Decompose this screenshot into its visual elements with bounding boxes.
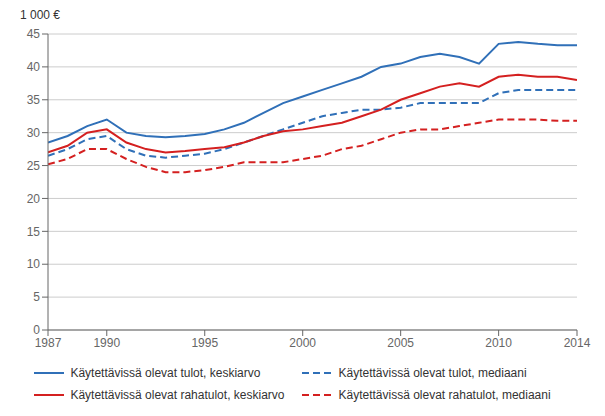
svg-text:1995: 1995 xyxy=(191,336,218,350)
html-text:Käytettävissä olevat rahatulot: Käytettävissä olevat rahatulot, mediaani xyxy=(338,388,551,402)
svg-text:2005: 2005 xyxy=(387,336,414,350)
svg-text:15: 15 xyxy=(27,225,41,239)
svg-text:20: 20 xyxy=(27,192,41,206)
html-text:Käytettävissä olevat tulot, me: Käytettävissä olevat tulot, mediaani xyxy=(338,366,527,380)
html-text:Käytettävissä olevat tulot, ke: Käytettävissä olevat tulot, keskiarvo xyxy=(70,366,261,380)
svg-text:45: 45 xyxy=(27,27,41,41)
svg-text:2014: 2014 xyxy=(564,336,591,350)
svg-text:2000: 2000 xyxy=(289,336,316,350)
svg-text:40: 40 xyxy=(27,60,41,74)
svg-text:1990: 1990 xyxy=(93,336,120,350)
svg-text:0: 0 xyxy=(33,323,40,337)
html-text:1 000 €: 1 000 € xyxy=(20,8,60,22)
svg-text:35: 35 xyxy=(27,93,41,107)
svg-text:30: 30 xyxy=(27,126,41,140)
svg-text:5: 5 xyxy=(33,290,40,304)
svg-text:1987: 1987 xyxy=(35,336,62,350)
svg-text:25: 25 xyxy=(27,159,41,173)
svg-text:10: 10 xyxy=(27,257,41,271)
svg-text:2010: 2010 xyxy=(485,336,512,350)
html-text:Käytettävissä olevat rahatulot: Käytettävissä olevat rahatulot, keskiarv… xyxy=(70,388,285,402)
